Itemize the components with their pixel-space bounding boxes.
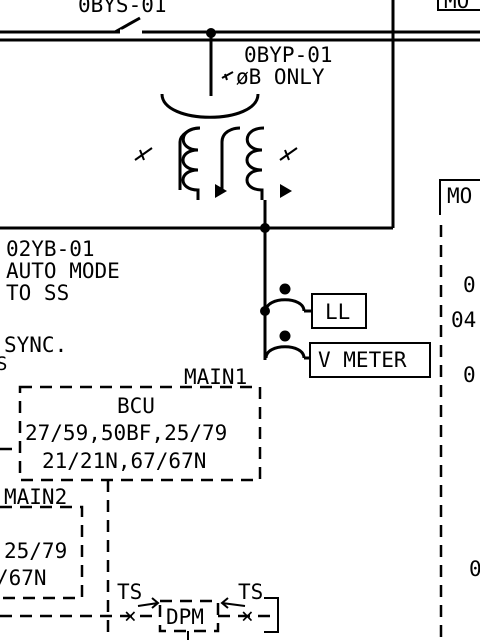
dpm-box [158,599,220,633]
vmeter-label: V METER [318,348,407,372]
bcu-functions-line1: 27/59,50BF,25/79 [25,421,227,445]
transformer-primary-winding [160,93,260,119]
right-panel-title: MO [447,184,472,208]
right-panel-item-3: 0 [463,363,476,387]
ground-arrow-left-tick [139,149,145,161]
main2-functions-line2: /67N [0,566,47,590]
ts-left-arrow [137,597,160,609]
auto-mode-label: AUTO MODE [6,259,120,283]
sync-label: SYNC. [4,333,67,357]
transformer-phase-label: øB ONLY [236,65,325,89]
vmeter-fuse-arc [264,345,306,359]
main2-functions-line1: 25/79 [4,539,67,563]
ll-meter-box [311,293,367,329]
to-ss-label: TO SS [6,281,69,305]
ground-arrow-right-tick [284,149,290,161]
ts-left-cross: × [124,604,137,628]
top-right-box-label: MO [444,0,469,13]
secondary-junction-node [260,223,270,233]
right-panel-item-4: 0 [469,557,480,581]
polarity-mark-top-tick [224,73,228,81]
top-switch-blade [114,16,141,34]
right-panel-item-1: 0 [463,273,476,297]
ts-right-label: TS [238,580,263,604]
ts-left-label: TS [117,580,142,604]
dpm-label: DPM [166,605,204,629]
ll-fuse-arc [264,298,306,312]
main1-bcu-box [18,385,262,482]
main1-label: MAIN1 [184,365,247,389]
top-right-box [437,0,480,11]
ts-right-arrow [220,597,246,609]
bcu-functions-line2: 21/21N,67/67N [42,449,206,473]
transformer-secondary-right-side [220,126,241,143]
ll-meter-label: LL [325,300,350,324]
transformer-secondary-left-side [178,126,201,190]
sync-sub-label: S [0,353,7,375]
polarity-triangle-right [280,184,292,198]
vmeter-box [309,342,431,378]
right-panel-frame [439,179,480,215]
transformer-secondary-left [181,126,201,200]
top-switch-label: 0BYS-01 [78,0,167,17]
ll-junction-node [260,306,270,316]
bcu-title: BCU [117,394,155,418]
polarity-mark-top [221,71,234,79]
dpm-right-bracket [264,597,279,633]
vmeter-fuse-top [279,330,291,342]
ground-arrow-right [279,147,298,161]
transformer-id-label: 0BYP-01 [244,43,333,67]
ll-fuse-top [279,283,291,295]
right-panel-item-2: 04 [451,308,476,332]
switch-id-label: 02YB-01 [6,237,95,261]
main2-label: MAIN2 [4,485,67,509]
ground-arrow-left [134,147,153,161]
transformer-secondary-right [245,126,265,200]
polarity-triangle-left [215,184,227,198]
main2-box [0,505,84,600]
